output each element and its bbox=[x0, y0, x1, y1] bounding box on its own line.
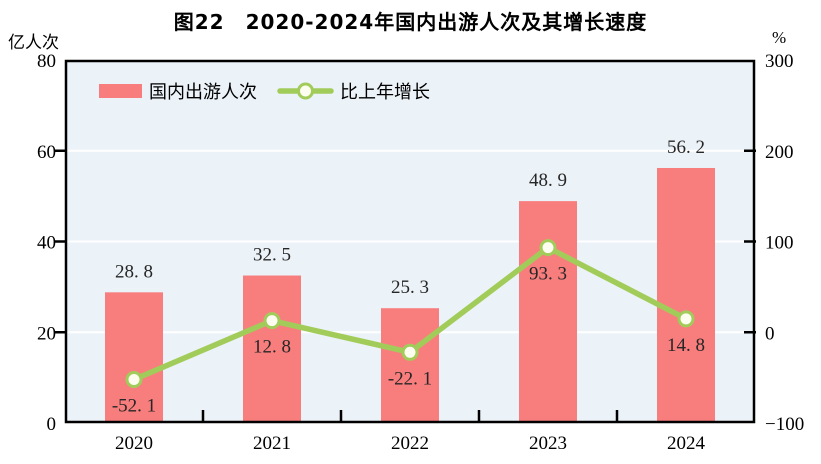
y-left-tick-label-20: 20 bbox=[37, 323, 56, 344]
y-left-tick-label-60: 60 bbox=[37, 142, 56, 163]
x-tick-label-2021: 2021 bbox=[253, 433, 291, 454]
bar-2020 bbox=[105, 292, 163, 423]
x-tick-label-2022: 2022 bbox=[391, 433, 429, 454]
bar-value-label-2022: 25. 3 bbox=[391, 277, 429, 298]
bar-2023 bbox=[519, 201, 577, 423]
y-right-tick-label-100: 100 bbox=[765, 233, 794, 254]
y-right-tick-label-200: 200 bbox=[765, 142, 794, 163]
growth-value-label-2023: 93. 3 bbox=[529, 264, 567, 285]
marker-2023 bbox=[539, 239, 557, 257]
growth-value-label-2022: -22. 1 bbox=[388, 368, 432, 389]
y-left-tick-label-0: 0 bbox=[47, 414, 57, 435]
growth-value-label-2020: -52. 1 bbox=[112, 396, 156, 417]
y-right-tick-label--100: −100 bbox=[765, 414, 804, 435]
y-left-tick-label-40: 40 bbox=[37, 233, 56, 254]
bar-2022 bbox=[381, 308, 439, 423]
bar-value-label-2020: 28. 8 bbox=[115, 261, 153, 282]
legend-bar-swatch bbox=[99, 84, 142, 98]
chart-title: 图22 2020-2024年国内出游人次及其增长速度 bbox=[173, 10, 648, 34]
marker-2022 bbox=[401, 343, 419, 361]
left-axis-unit: 亿人次 bbox=[8, 33, 59, 52]
x-tick-label-2023: 2023 bbox=[529, 433, 567, 454]
marker-2024 bbox=[677, 310, 695, 328]
marker-2020 bbox=[125, 371, 143, 389]
right-axis-unit: % bbox=[772, 28, 787, 47]
x-tick-label-2024: 2024 bbox=[667, 433, 706, 454]
bar-2021 bbox=[243, 275, 301, 423]
growth-value-label-2024: 14. 8 bbox=[667, 335, 705, 356]
x-tick-label-2020: 2020 bbox=[115, 433, 153, 454]
legend-label-bar: 国内出游人次 bbox=[149, 82, 257, 103]
y-left-tick-label-80: 80 bbox=[37, 51, 56, 72]
legend-line-marker bbox=[297, 82, 314, 100]
legend-label-line: 比上年增长 bbox=[340, 82, 430, 103]
growth-value-label-2021: 12. 8 bbox=[253, 337, 291, 358]
y-right-tick-label-0: 0 bbox=[765, 323, 775, 344]
bar-value-label-2024: 56. 2 bbox=[667, 137, 705, 158]
bar-value-label-2023: 48. 9 bbox=[529, 170, 567, 191]
bar-2024 bbox=[657, 167, 715, 423]
bar-value-label-2021: 32. 5 bbox=[253, 245, 291, 266]
marker-2021 bbox=[263, 312, 281, 330]
y-right-tick-label-300: 300 bbox=[765, 51, 794, 72]
